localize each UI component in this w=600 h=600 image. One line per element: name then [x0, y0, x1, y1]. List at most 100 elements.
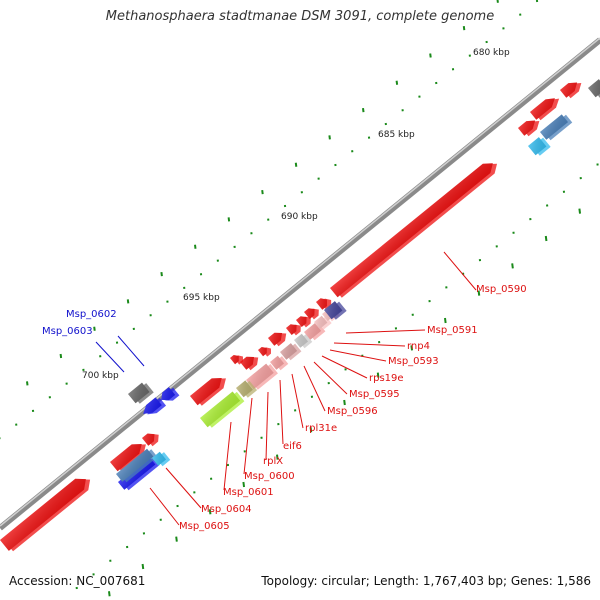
scale-labels: 680 kbp 685 kbp 690 kbp 695 kbp 700 kbp — [82, 48, 510, 381]
gene-cyan — [528, 137, 551, 156]
gene-green — [200, 391, 245, 428]
gene-label: Msp_0602 — [66, 309, 117, 320]
gene-red — [190, 377, 226, 406]
gene-label: rnp4 — [407, 341, 430, 352]
gene-label: rps19e — [369, 373, 404, 384]
major-tick — [544, 235, 548, 242]
major-tick — [294, 162, 298, 167]
gene-pink — [246, 363, 278, 390]
scale-label: 700 kbp — [82, 371, 119, 381]
gene-label: Msp_0591 — [427, 325, 478, 336]
gene-label: Msp_0600 — [244, 471, 295, 482]
gene-pink — [280, 343, 302, 361]
gene-label-leader — [345, 329, 426, 334]
gene-red — [142, 433, 159, 447]
gene-label-leader — [117, 335, 145, 367]
gene-red — [316, 298, 332, 311]
gene-red — [286, 324, 301, 336]
gene-msp-0602 — [143, 397, 167, 415]
gene-label: Msp_0603 — [42, 326, 93, 337]
genome-backbone-highlight — [0, 37, 600, 527]
gene-label-leader — [95, 341, 125, 373]
gene-gray — [294, 333, 313, 349]
gene-label-leader — [333, 342, 406, 347]
gene-features — [0, 79, 600, 552]
gene-label: Msp_0595 — [349, 389, 400, 400]
major-tick — [496, 0, 499, 3]
major-tick — [242, 481, 246, 488]
genome-backbone — [0, 37, 600, 531]
gene-label-leader — [329, 349, 387, 362]
gene-navy — [324, 301, 347, 320]
major-tick — [175, 536, 178, 542]
gene-gray — [128, 382, 154, 404]
scale-label: 680 kbp — [473, 48, 510, 58]
gene-label-leader — [321, 355, 368, 379]
gene-steel — [116, 448, 158, 483]
major-tick — [26, 381, 29, 386]
gene-red — [304, 308, 319, 320]
gene-gray — [588, 79, 600, 98]
gene-red — [240, 356, 259, 371]
major-tick — [328, 135, 331, 140]
gene-red — [258, 346, 271, 357]
genome-summary-text: Topology: circular; Length: 1,767,403 bp… — [261, 574, 591, 588]
major-tick — [208, 509, 212, 515]
gene-label-leader — [443, 251, 477, 291]
gene-red — [518, 120, 540, 137]
gene-red — [296, 316, 311, 328]
gene-msp-0605 — [0, 478, 91, 552]
gene-label: Msp_0604 — [201, 504, 252, 515]
gene-label: Msp_0596 — [327, 406, 378, 417]
gene-red — [230, 354, 243, 365]
major-tick — [343, 399, 346, 406]
major-tick — [376, 372, 380, 378]
major-tick — [410, 345, 414, 351]
major-tick — [444, 317, 447, 324]
gene-label-leader — [243, 397, 253, 475]
gene-label-leader — [313, 361, 348, 395]
gene-label-leader — [303, 365, 326, 412]
gene-red — [560, 82, 582, 99]
gene-label-leader — [265, 391, 269, 461]
gene-cyan — [152, 451, 171, 467]
major-tick — [309, 427, 313, 433]
major-tick — [462, 25, 466, 31]
gene-pink — [270, 355, 289, 371]
gene-red — [110, 443, 146, 472]
gene-label-leader — [165, 467, 202, 509]
gene-red — [530, 98, 560, 121]
gene-label: Msp_0590 — [476, 284, 527, 295]
major-tick — [276, 454, 279, 460]
major-tick — [227, 217, 231, 222]
gene-label: rpl31e — [305, 423, 337, 434]
gene-label: Msp_0605 — [179, 521, 230, 532]
major-tick — [126, 299, 130, 304]
major-tick — [108, 591, 111, 597]
gene-label: rplX — [263, 456, 283, 467]
major-tick — [362, 107, 365, 113]
major-tick — [429, 53, 432, 58]
scale-label: 695 kbp — [183, 293, 220, 303]
gene-label: Msp_0601 — [223, 487, 274, 498]
gene-labels: Msp_0590 Msp_0591 rnp4 Msp_0593 rps19e Msp_05… — [42, 284, 527, 532]
gene-steel — [540, 114, 573, 141]
major-tick — [261, 189, 264, 195]
gene-red — [268, 332, 287, 347]
major-tick — [93, 326, 96, 331]
major-tick — [511, 263, 514, 269]
genome-title: Methanosphaera stadtmanae DSM 3091, comp… — [105, 9, 495, 24]
scale-label: 685 kbp — [378, 130, 415, 140]
gene-label-leader — [149, 487, 180, 526]
major-tick — [477, 290, 481, 296]
major-tick — [59, 353, 63, 359]
gene-msp-0590 — [330, 163, 498, 298]
major-tick — [395, 80, 399, 85]
gene-label-leader — [223, 421, 232, 491]
accession-text: Accession: NC_007681 — [9, 574, 146, 588]
label-leaders — [95, 251, 477, 526]
gene-label-leader — [291, 373, 304, 429]
major-tick — [194, 244, 197, 249]
